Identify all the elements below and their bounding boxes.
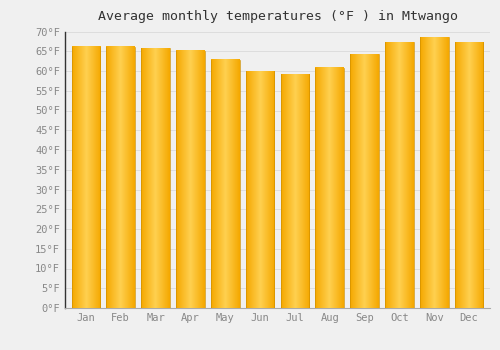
Title: Average monthly temperatures (°F ) in Mtwango: Average monthly temperatures (°F ) in Mt… xyxy=(98,10,458,23)
